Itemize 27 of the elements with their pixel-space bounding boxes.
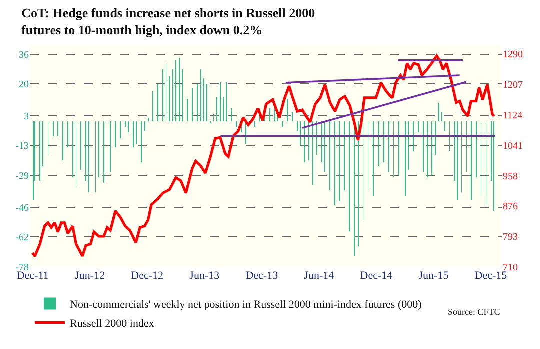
y2-tick-label: 958 [503,171,518,182]
y2-tick-label: 1041 [503,140,523,152]
x-tick-label: Dec-13 [246,270,279,282]
y-tick-label: 3 [24,111,29,122]
y-tick-label: -13 [16,141,29,152]
y2-tick-label: 1124 [503,110,523,122]
x-tick-label: Jun-15 [418,270,450,282]
x-tick-label: Jun-14 [304,270,335,282]
source-note: Source: CFTC [448,307,500,317]
line-series [31,54,496,258]
legend-label: Non-commercials' weekly net position in Russell 2000 mini-index futures (000) [70,298,422,311]
x-tick-label: Jun-12 [75,270,106,282]
y-tick-label: 36 [19,50,29,61]
y-tick-label: 20 [19,80,29,91]
legend-label: Russell 2000 index [70,318,155,330]
x-tick-label: Dec-11 [16,270,49,282]
y-tick-label: -62 [16,232,29,244]
x-tick-label: Dec-12 [131,270,164,282]
y-tick-label: -29 [16,171,29,182]
x-tick-label: Jun-13 [190,270,220,282]
y2-tick-label: 1207 [503,80,523,91]
chart-title: CoT: Hedge funds increase net shorts in Russell 2000 futures to 10-month high, index down 0.2% [22,5,316,38]
y2-tick-label: 1290 [503,49,523,60]
y-tick-label: -46 [16,202,29,214]
y2-tick-label: 793 [503,232,518,243]
x-tick-label: Dec-14 [360,270,394,282]
y2-tick-label: 876 [503,201,518,212]
